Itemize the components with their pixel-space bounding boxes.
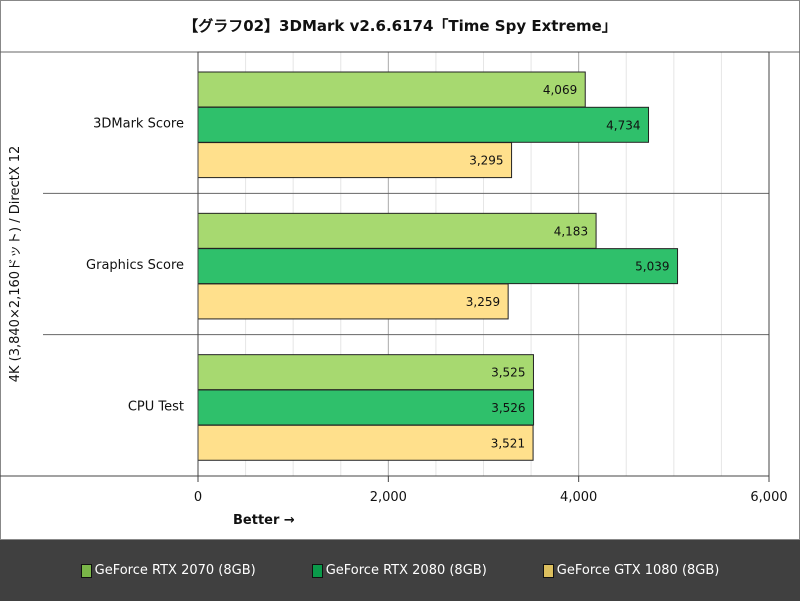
x-tick-label: 2,000 [370, 490, 407, 505]
y-axis-label: 4K (3,840×2,160ドット) / DirectX 12 [8, 146, 23, 383]
x-tick-label: 6,000 [750, 490, 787, 505]
category-label: 3DMark Score [93, 117, 184, 132]
bar [197, 283, 509, 320]
data-label: 4,183 [554, 224, 588, 238]
data-label: 4,734 [606, 118, 640, 132]
bar [197, 106, 650, 143]
data-label: 5,039 [635, 260, 669, 274]
legend-item: GeForce RTX 2080 (8GB) [311, 563, 487, 578]
legend-label: GeForce RTX 2070 (8GB) [94, 563, 256, 578]
data-label: 3,526 [491, 401, 525, 415]
bar-chart: 3DMark Score 4,069 4,734 3,295 Graphics Scor… [0, 51, 800, 528]
legend-item: GeForce GTX 1080 (8GB) [542, 563, 720, 578]
x-tick-label: 4,000 [560, 490, 597, 505]
x-axis-label: Better → [233, 513, 295, 528]
legend-swatch [80, 563, 92, 578]
category-label: Graphics Score [86, 258, 184, 273]
bar [197, 142, 513, 179]
bar [197, 248, 679, 285]
legend: GeForce RTX 2070 (8GB) GeForce RTX 2080 (… [0, 539, 800, 601]
category-label: CPU Test [128, 399, 184, 414]
legend-swatch [542, 563, 554, 578]
data-label: 3,521 [491, 436, 525, 450]
data-label: 3,525 [491, 366, 525, 380]
bar [197, 389, 535, 426]
chart-title: 【グラフ02】3DMark v2.6.6174「Time Spy Extreme… [183, 17, 617, 35]
bar [197, 71, 586, 108]
data-label: 4,069 [543, 83, 577, 97]
bar [197, 354, 534, 391]
data-label: 3,295 [469, 154, 503, 168]
legend-label: GeForce GTX 1080 (8GB) [556, 563, 720, 578]
bar [197, 212, 597, 249]
legend-swatch [311, 563, 323, 578]
x-tick-label: 0 [194, 490, 202, 505]
data-label: 3,259 [466, 295, 500, 309]
legend-item: GeForce RTX 2070 (8GB) [80, 563, 256, 578]
bar [197, 424, 534, 461]
legend-label: GeForce RTX 2080 (8GB) [325, 563, 487, 578]
